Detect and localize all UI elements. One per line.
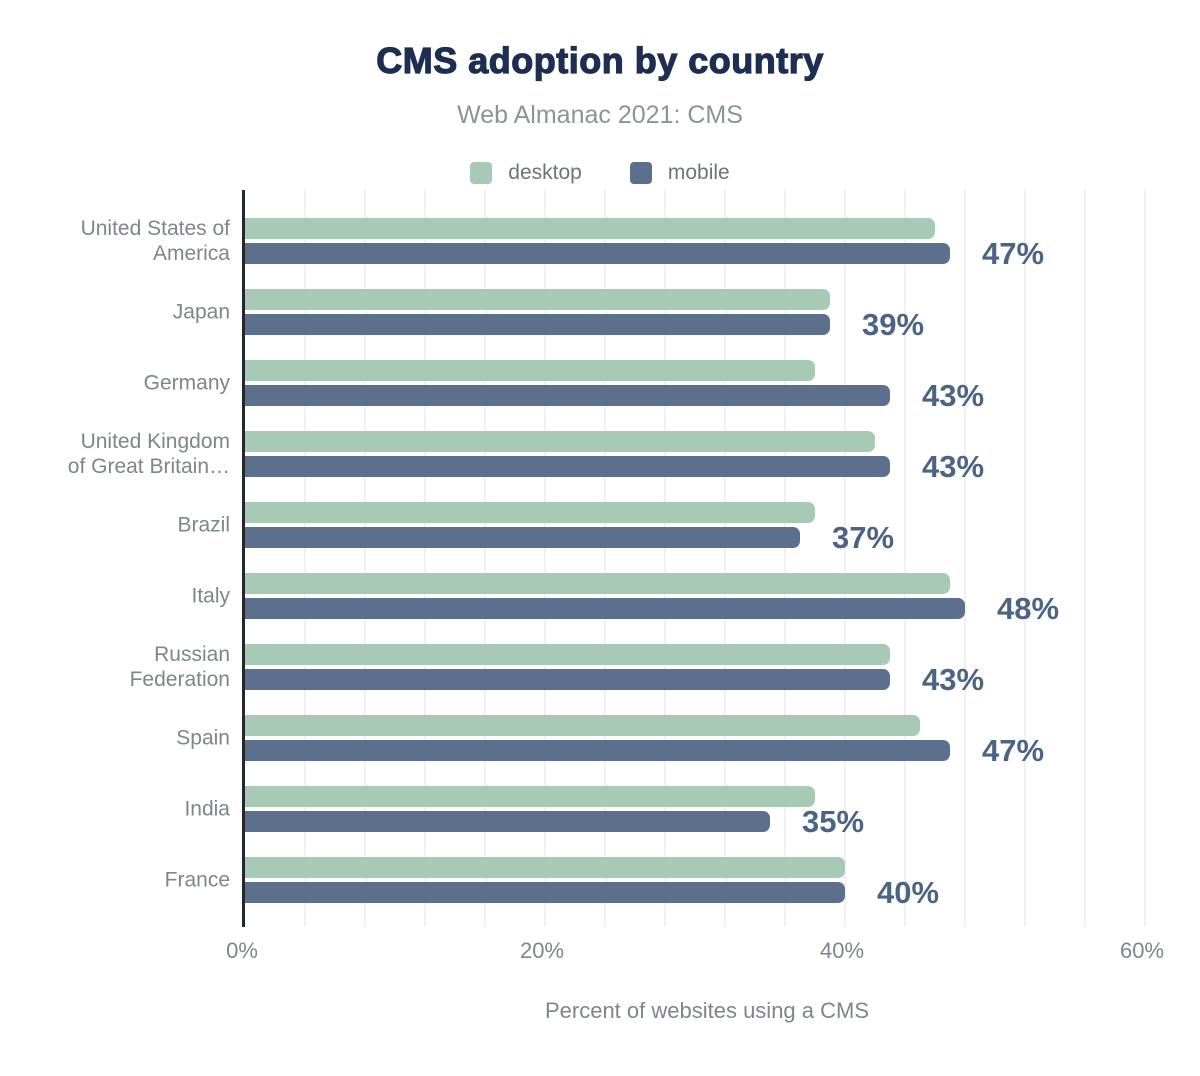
gridline [1084, 190, 1086, 927]
legend-label-mobile: mobile [667, 161, 730, 184]
gridline [904, 190, 906, 927]
bar-value-label: 43% [922, 661, 985, 697]
y-axis-label: Germany [143, 371, 230, 395]
desktop-bar[interactable] [245, 289, 830, 310]
y-axis-label: India [184, 797, 230, 821]
mobile-bar[interactable] [245, 882, 845, 903]
mobile-bar[interactable] [245, 598, 965, 619]
x-tick-label: 0% [226, 938, 258, 963]
gridline [484, 190, 486, 927]
mobile-bar[interactable] [245, 314, 830, 335]
chart-subtitle: Web Almanac 2021: CMS [457, 101, 743, 129]
desktop-bar[interactable] [245, 644, 890, 665]
x-axis-title: Percent of websites using a CMS [544, 998, 870, 1023]
y-axis-label: Spain [176, 726, 230, 750]
bar-value-label: 47% [982, 732, 1045, 768]
bar-value-label: 35% [802, 803, 865, 839]
bar-value-label: 47% [982, 235, 1045, 271]
plot-area: 47% 39% 43% 43% 37% 48% 43% 47% 35% 40% [242, 190, 1175, 927]
mobile-bar[interactable] [245, 740, 950, 761]
gridline [844, 190, 846, 927]
y-axis-label: United States of America [80, 217, 230, 265]
gridline [1024, 190, 1026, 927]
x-tick-label: 40% [819, 938, 865, 963]
gridline [364, 190, 366, 927]
desktop-bar[interactable] [245, 218, 935, 239]
desktop-bar[interactable] [245, 857, 845, 878]
gridline [604, 190, 606, 927]
desktop-series-swatch [470, 162, 493, 184]
y-axis-label: Italy [191, 584, 230, 608]
mobile-bar[interactable] [245, 456, 890, 477]
bar-value-label: 43% [922, 448, 985, 484]
desktop-bar[interactable] [245, 786, 815, 807]
desktop-bar[interactable] [245, 502, 815, 523]
x-tick-label: 20% [519, 938, 565, 963]
legend-item-desktop: desktop [470, 161, 582, 185]
desktop-bar[interactable] [245, 431, 875, 452]
chart-title: CMS adoption by country [376, 39, 824, 81]
desktop-bar[interactable] [245, 573, 950, 594]
desktop-bar[interactable] [245, 360, 815, 381]
mobile-bar[interactable] [245, 669, 890, 690]
bar-value-label: 37% [832, 519, 895, 555]
bar-value-label: 48% [997, 590, 1060, 626]
gridline [724, 190, 726, 927]
gridline [664, 190, 666, 927]
bar-value-label: 43% [922, 377, 985, 413]
gridline [1144, 190, 1146, 927]
y-axis-label: United Kingdom of Great Britain… [67, 430, 230, 478]
mobile-bar[interactable] [245, 811, 770, 832]
gridline [964, 190, 966, 927]
mobile-bar[interactable] [245, 527, 800, 548]
legend-item-mobile: mobile [629, 161, 730, 185]
gridline [784, 190, 786, 927]
y-axis-label: Brazil [177, 513, 230, 537]
mobile-series-swatch [629, 162, 652, 184]
mobile-bar[interactable] [245, 243, 950, 264]
gridline [424, 190, 426, 927]
x-tick-label: 60% [1119, 938, 1165, 963]
mobile-bar[interactable] [245, 385, 890, 406]
gridline [544, 190, 546, 927]
y-axis-label: Japan [172, 300, 230, 324]
desktop-bar[interactable] [245, 715, 920, 736]
y-axis-label: France [164, 868, 230, 892]
gridline [304, 190, 306, 927]
legend-label-desktop: desktop [508, 161, 582, 184]
legend: desktop mobile [0, 161, 1200, 185]
bar-value-label: 39% [862, 306, 925, 342]
bar-value-label: 40% [877, 874, 940, 910]
y-axis-label: Russian Federation [129, 643, 230, 691]
